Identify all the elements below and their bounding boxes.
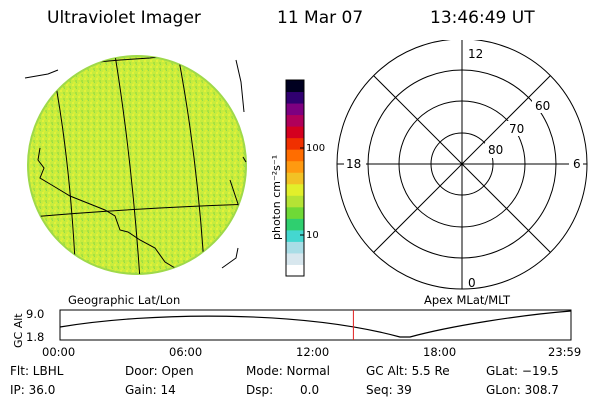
info-glon: GLon: 308.7 xyxy=(486,383,559,397)
polar-mlat-mlt-plot: 12 18 6 0 60 70 80 xyxy=(336,40,588,290)
time-tick-2359: 23:59 xyxy=(548,345,582,359)
mlt-label-18: 18 xyxy=(346,157,361,171)
uv-earth-disk xyxy=(28,56,246,274)
mlt-label-0: 0 xyxy=(468,276,476,290)
info-seq: Seq: 39 xyxy=(366,383,412,397)
colorbar-cell xyxy=(286,114,304,127)
geographic-caption: Geographic Lat/Lon xyxy=(68,293,181,307)
colorbar-cell xyxy=(286,91,304,104)
info-glat: GLat: −19.5 xyxy=(486,364,559,378)
colorbar-tick-100: 100 xyxy=(306,143,325,154)
imager-title: Ultraviolet Imager xyxy=(47,8,201,28)
colorbar-tick-10: 10 xyxy=(306,230,319,241)
colorbar-cell xyxy=(286,137,304,150)
mlt-label-12: 12 xyxy=(468,47,483,61)
lat-label-60: 60 xyxy=(535,99,550,113)
info-gcalt: GC Alt: 5.5 Re xyxy=(366,364,450,378)
intensity-colorbar: 100 10 photon cm⁻²s⁻¹ xyxy=(270,79,325,277)
colorbar-cell xyxy=(286,126,304,139)
lat-label-70: 70 xyxy=(509,122,524,136)
colorbar-cell xyxy=(286,149,304,162)
time-label: 13:46:49 UT xyxy=(430,8,535,28)
outer-coastline xyxy=(24,59,247,269)
timeline-ymin: 1.8 xyxy=(26,330,44,344)
timeline-ylabel: GC Alt xyxy=(12,313,25,348)
colorbar-cell xyxy=(286,229,304,242)
colorbar-cell xyxy=(286,195,304,208)
colorbar-cell xyxy=(286,252,304,265)
date-label: 11 Mar 07 xyxy=(277,8,364,28)
colorbar-cell xyxy=(286,206,304,219)
uv-image-panel xyxy=(24,55,247,275)
info-ip: IP: 36.0 xyxy=(10,383,56,397)
colorbar-cell xyxy=(286,241,304,254)
colorbar-unit-label: photon cm⁻²s⁻¹ xyxy=(270,155,283,240)
time-tick-0600: 06:00 xyxy=(169,345,203,359)
time-tick-1200: 12:00 xyxy=(296,345,330,359)
colorbar-cell xyxy=(286,103,304,116)
orbit-altitude-timeline: GC Alt 9.0 1.8 xyxy=(12,307,572,348)
altitude-curve xyxy=(59,310,572,338)
colorbar-cell xyxy=(286,183,304,196)
time-tick-0000: 00:00 xyxy=(42,345,76,359)
mlt-label-6: 6 xyxy=(573,157,581,171)
lat-label-80: 80 xyxy=(488,143,503,157)
info-dsp-value: 0.0 xyxy=(300,383,320,397)
info-dsp-label: Dsp: xyxy=(246,383,274,397)
info-door: Door: Open xyxy=(125,364,194,378)
timeline-ymax: 9.0 xyxy=(26,307,44,321)
lat-lon-grid xyxy=(28,56,246,274)
apex-caption: Apex MLat/MLT xyxy=(424,293,511,307)
info-mode: Mode: Normal xyxy=(246,364,330,378)
colorbar-cell xyxy=(286,218,304,231)
colorbar-cell xyxy=(286,172,304,185)
time-tick-1800: 18:00 xyxy=(423,345,457,359)
colorbar-cell xyxy=(286,160,304,173)
info-flt: Flt: LBHL xyxy=(10,364,64,378)
colorbar-cell xyxy=(286,80,304,93)
info-gain: Gain: 14 xyxy=(125,383,176,397)
colorbar-cell xyxy=(286,264,304,277)
